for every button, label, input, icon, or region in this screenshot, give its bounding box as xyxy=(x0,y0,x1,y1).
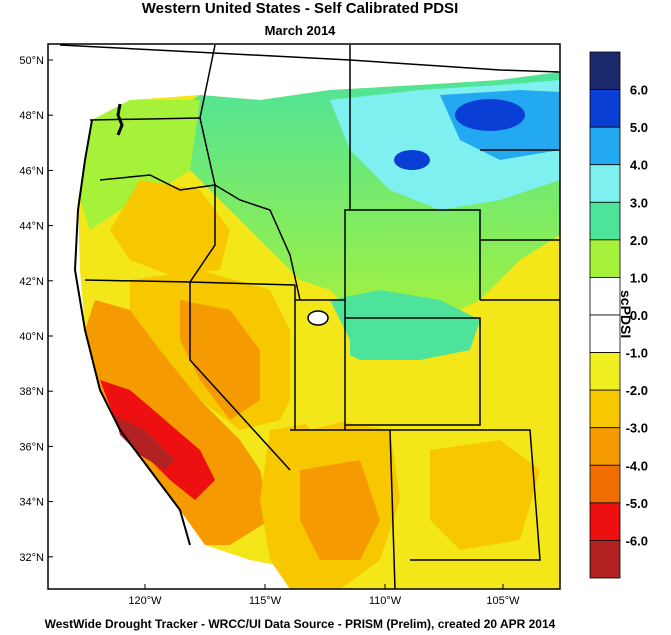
extreme-wet-core-montana xyxy=(455,99,525,131)
puget-sound xyxy=(116,103,124,136)
footer-credit: WestWide Drought Tracker - WRCC/UI Data … xyxy=(44,617,556,631)
lat-tick-label: 44°N xyxy=(19,221,44,233)
colorbar-swatch xyxy=(589,126,621,166)
colorbar-swatch xyxy=(589,502,621,541)
colorbar-swatch xyxy=(589,277,621,316)
pacific-coastline xyxy=(73,119,191,546)
lon-tick-label: 120°W xyxy=(128,595,162,607)
colorbar-tick-label: 4.0 xyxy=(630,158,648,173)
colorbar-swatch xyxy=(589,239,621,278)
drought-region-utah xyxy=(290,300,350,430)
colorbar-swatch xyxy=(589,464,621,504)
colorbar: 6.0 5.0 4.0 3.0 2.0 1.0 0.0 -1.0 -2.0 -3.0 -4.0 -5.… xyxy=(589,51,648,579)
lat-tick-label: 46°N xyxy=(19,165,44,177)
map-frame xyxy=(47,43,561,590)
lat-tick-label: 34°N xyxy=(19,497,44,509)
lat-tick-label: 42°N xyxy=(19,276,44,288)
idaho-montana-border xyxy=(214,184,301,301)
colorbar-tick-label: 0.0 xyxy=(630,308,648,323)
colorbar-swatch xyxy=(589,51,621,90)
colorbar-tick-label: -3.0 xyxy=(626,421,648,436)
lat-tick-label: 32°N xyxy=(19,552,44,564)
colorbar-swatch xyxy=(589,89,621,128)
colorbar-tick-label: -2.0 xyxy=(626,383,648,398)
exceptional-drought-california xyxy=(100,380,215,500)
severe-drought-california xyxy=(85,300,270,545)
colorbar-tick-label: 2.0 xyxy=(630,233,648,248)
oregon-border xyxy=(84,185,216,283)
drought-fill-layer xyxy=(78,72,560,589)
exceptional-drought-core xyxy=(115,415,175,470)
state-boundaries xyxy=(59,44,560,589)
new-mexico-border xyxy=(390,429,541,561)
colorbar-tick-label: -6.0 xyxy=(626,533,648,548)
lat-tick-label: 50°N xyxy=(19,55,44,67)
moderate-drought-new-mexico xyxy=(430,440,540,550)
lat-tick-label: 38°N xyxy=(19,386,44,398)
extreme-wet-core-central xyxy=(394,150,430,170)
washington-border xyxy=(89,117,216,191)
wet-region-pacific-nw xyxy=(80,100,200,230)
wet-region-colorado xyxy=(320,290,480,360)
colorbar-swatch xyxy=(589,164,621,203)
colorbar-tick-label: 3.0 xyxy=(630,195,648,210)
lon-tick-label: 115°W xyxy=(249,595,282,607)
colorbar-tick-label: -5.0 xyxy=(626,496,648,511)
idaho-north-border xyxy=(199,44,216,119)
longitude-axis: 120°W 115°W 110°W 105°W xyxy=(128,584,520,607)
lat-tick-label: 48°N xyxy=(19,110,44,122)
drought-region-oregon xyxy=(110,180,230,275)
map-subtitle: March 2014 xyxy=(264,23,336,38)
great-salt-lake xyxy=(307,310,329,326)
colorbar-swatch xyxy=(589,314,621,353)
colorbar-tick-label: -1.0 xyxy=(626,346,648,361)
lat-tick-label: 40°N xyxy=(19,331,44,343)
colorbar-tick-label: 5.0 xyxy=(630,120,648,135)
california-nevada-border xyxy=(189,282,291,471)
colorbar-swatch xyxy=(589,201,621,241)
colorbar-swatch xyxy=(589,540,621,579)
colorbar-title: scPDSI xyxy=(618,290,634,339)
lon-tick-label: 110°W xyxy=(369,595,402,607)
latitude-axis: 50°N 48°N 46°N 44°N 42°N 40°N 38°N 36°N 34°N 32°N xyxy=(19,55,53,564)
colorbar-tick-label: 6.0 xyxy=(630,83,648,98)
colorbar-swatch xyxy=(589,427,621,466)
nevada-idaho-border xyxy=(189,281,296,286)
colorbar-swatch xyxy=(589,389,621,429)
canada-border xyxy=(59,44,560,73)
severe-drought-nevada xyxy=(180,300,260,420)
colorbar-tick-label: -4.0 xyxy=(626,458,648,473)
colorbar-swatch xyxy=(589,352,621,391)
severe-drought-arizona xyxy=(300,460,380,560)
map-title: Western United States - Self Calibrated … xyxy=(141,0,459,17)
colorbar-tick-label: 1.0 xyxy=(630,270,648,285)
colorado-border xyxy=(345,317,481,426)
lon-tick-label: 105°W xyxy=(486,595,520,607)
lat-tick-label: 36°N xyxy=(19,441,44,453)
